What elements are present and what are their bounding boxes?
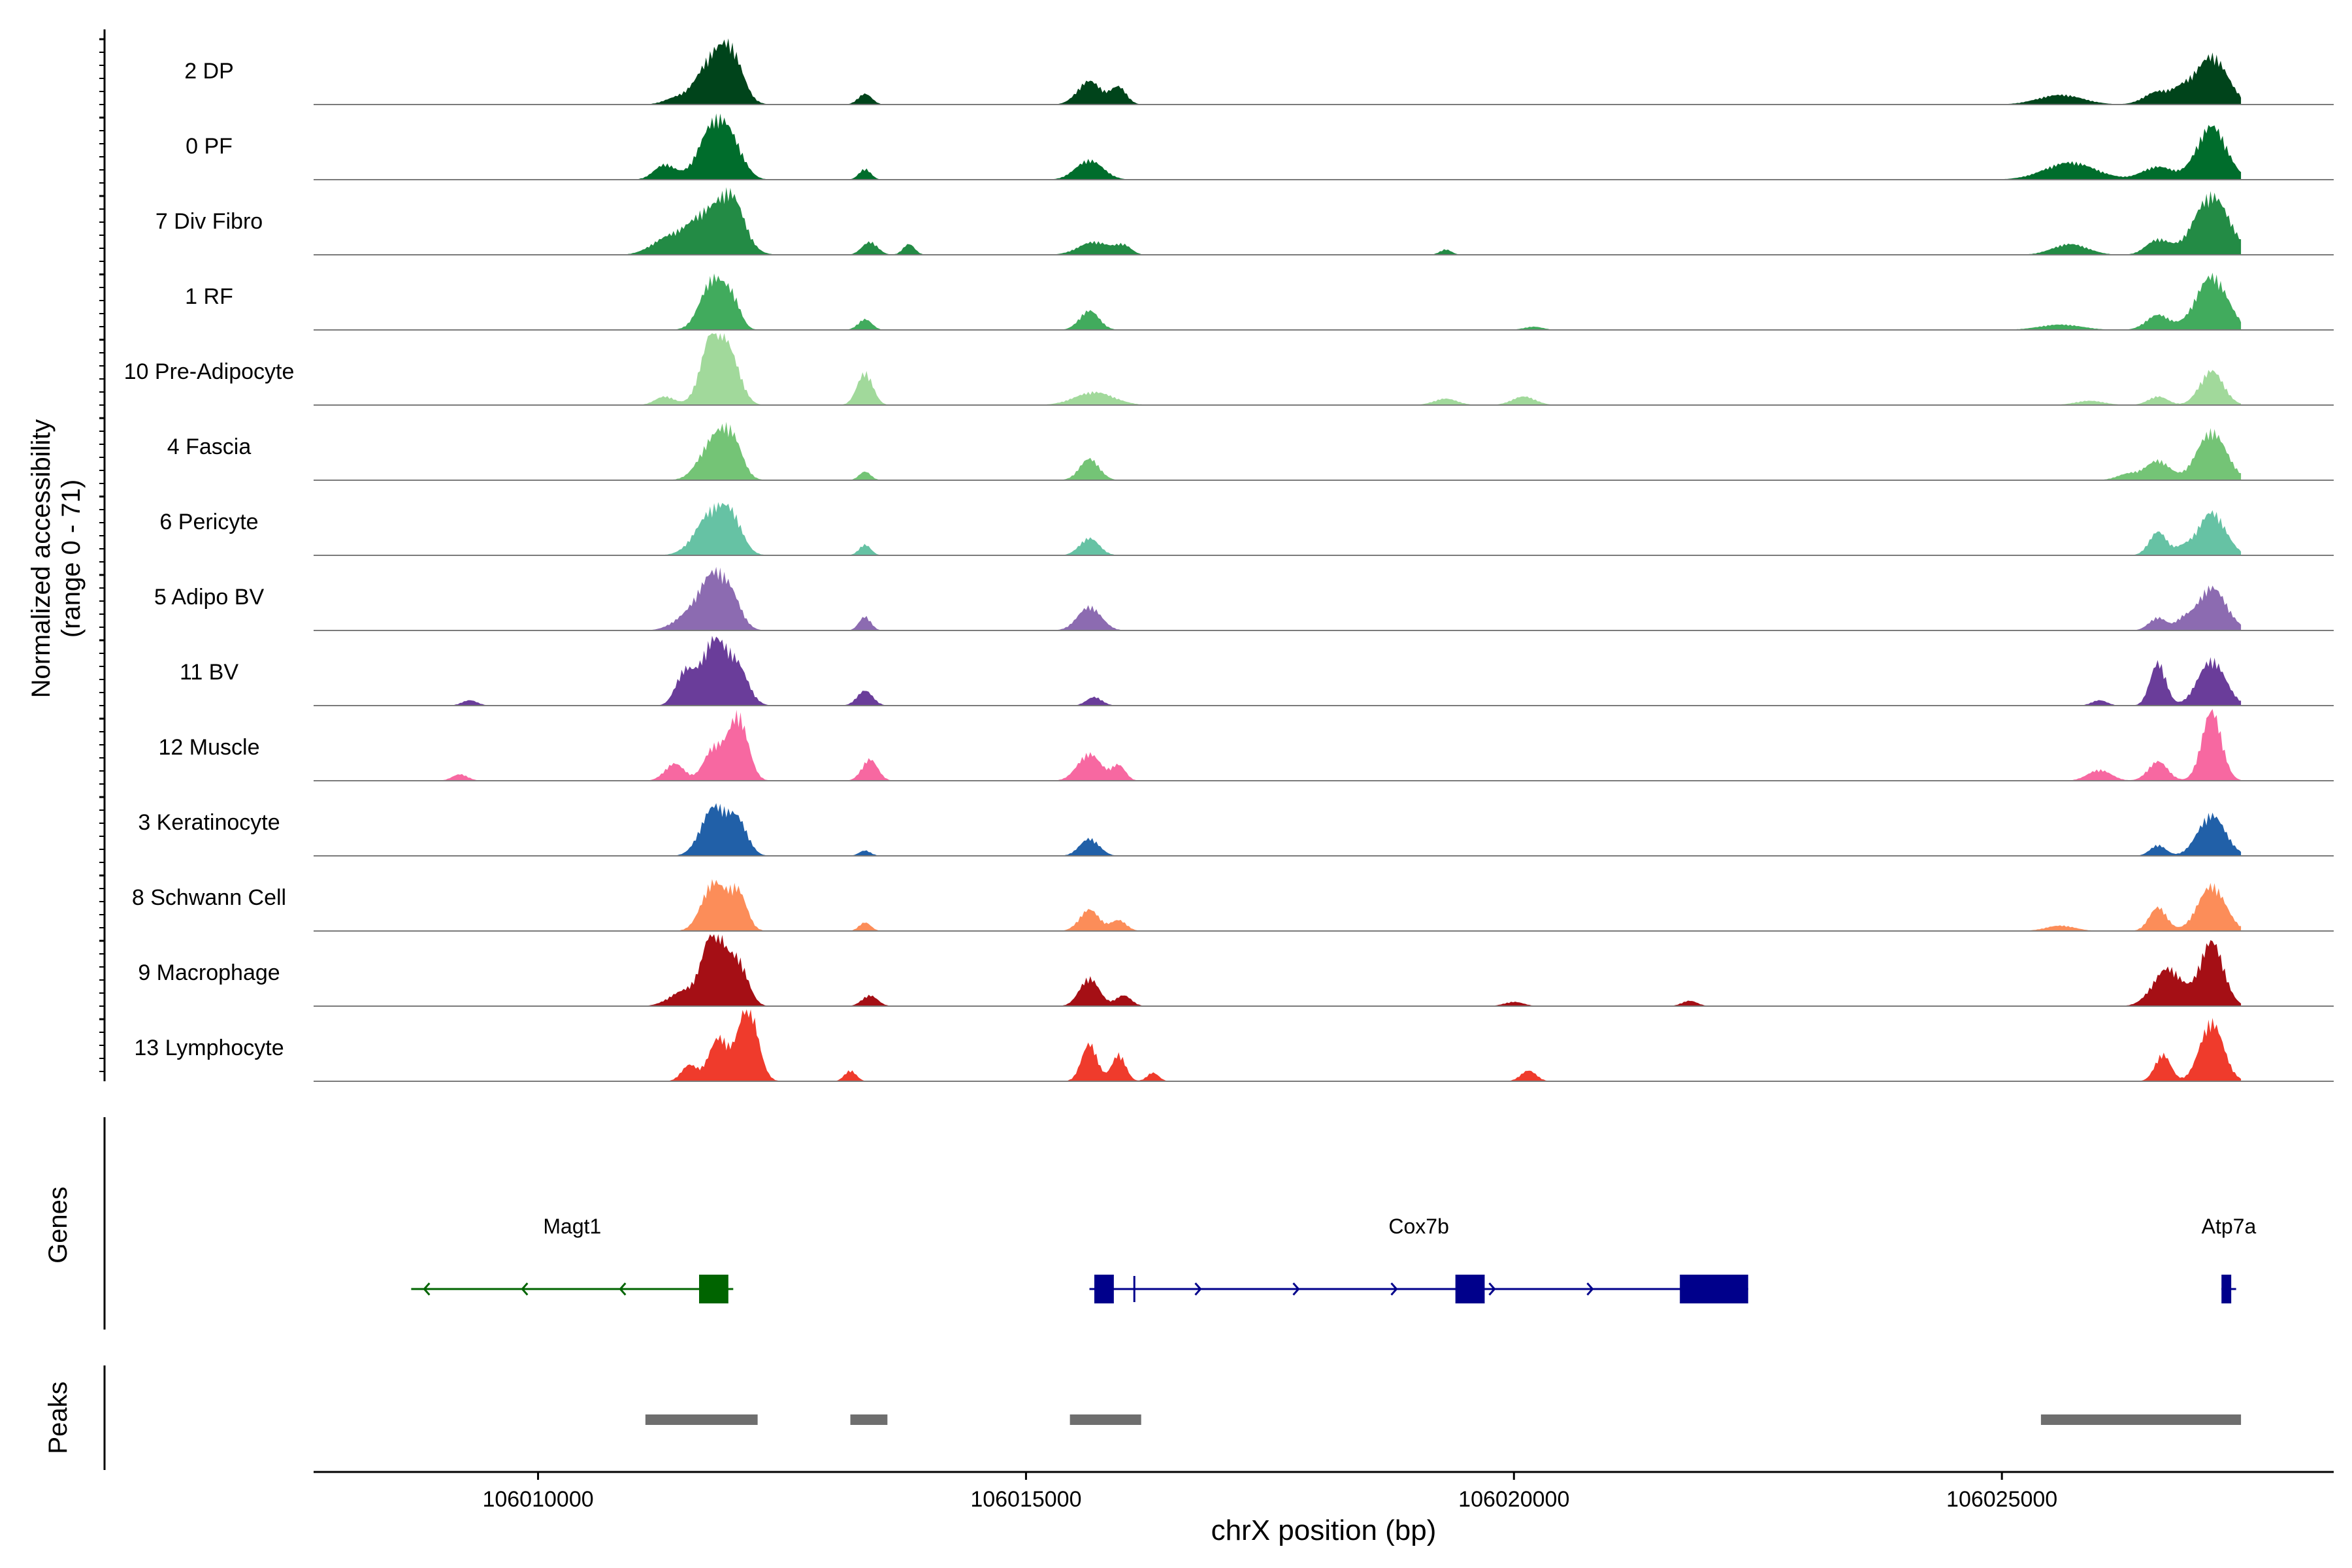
track-label: 0 PF	[186, 134, 233, 159]
track-7-div-fibro: 7 Div Fibro	[155, 187, 2334, 255]
strand-arrow	[1390, 1282, 1398, 1296]
track-label: 4 Fascia	[167, 434, 252, 459]
y-axis-title-line1: Normalized accessibility	[27, 419, 56, 698]
gene-exon	[699, 1275, 728, 1303]
track-label: 3 Keratinocyte	[138, 810, 280, 835]
peak-region	[2040, 1414, 2242, 1425]
strand-arrow	[619, 1282, 627, 1296]
peaks-panel-label: Peaks	[44, 1381, 73, 1454]
track-6-pericyte: 6 Pericyte	[159, 502, 2334, 556]
track-12-muscle: 12 Muscle	[159, 709, 2334, 781]
track-0-pf: 0 PF	[186, 113, 2334, 180]
track-area	[411, 709, 2242, 781]
coverage-tracks: 2 DP 0 PF 7 Div Fibro 1 RF 10 Pre-Adipocyte 4…	[124, 38, 2334, 1082]
track-9-macrophage: 9 Macrophage	[138, 934, 2334, 1007]
strand-arrow	[521, 1282, 529, 1296]
track-10-pre-adipocyte: 10 Pre-Adipocyte	[124, 333, 2334, 406]
gene-annotation-panel: Magt1 Cox7b Atp7a	[411, 1215, 2256, 1303]
gene-exon	[1094, 1275, 1114, 1303]
genes-panel-label: Genes	[44, 1186, 73, 1264]
strand-arrow	[1586, 1282, 1594, 1296]
x-tick-label: 106025000	[1946, 1487, 2057, 1512]
gene-cox7b: Cox7b	[1089, 1215, 1748, 1303]
y-axis-title-line2: (range 0 - 71)	[57, 480, 86, 638]
gene-label: Atp7a	[2202, 1215, 2257, 1238]
strand-arrow	[1194, 1282, 1202, 1296]
track-label: 1 RF	[185, 284, 233, 309]
strand-arrow	[1292, 1282, 1300, 1296]
track-11-bv: 11 BV	[180, 636, 2334, 706]
coverage-y-ticks	[99, 38, 105, 1072]
track-area	[411, 38, 2242, 105]
gene-label: Magt1	[543, 1215, 601, 1238]
strand-arrow	[423, 1282, 431, 1296]
gene-magt1: Magt1	[411, 1215, 734, 1303]
x-axis-title: chrX position (bp)	[1211, 1514, 1437, 1546]
peak-region	[1070, 1414, 1141, 1425]
x-axis-ticks: 106010000 106015000 106020000 106025000	[482, 1472, 2057, 1512]
track-1-rf: 1 RF	[185, 272, 2334, 331]
gene-label: Cox7b	[1388, 1215, 1449, 1238]
track-label: 11 BV	[180, 660, 238, 685]
x-tick-label: 106015000	[970, 1487, 1081, 1512]
gene-exon	[2221, 1275, 2232, 1303]
track-label: 10 Pre-Adipocyte	[124, 359, 295, 384]
track-label: 6 Pericyte	[159, 510, 258, 534]
strand-arrow	[1488, 1282, 1496, 1296]
x-tick-label: 106010000	[482, 1487, 593, 1512]
track-8-schwann-cell: 8 Schwann Cell	[132, 879, 2334, 932]
gene-atp7a: Atp7a	[2202, 1215, 2257, 1303]
gene-exon	[1455, 1275, 1485, 1303]
peak-region	[645, 1414, 758, 1425]
track-area	[411, 333, 2242, 405]
track-2-dp: 2 DP	[184, 38, 2334, 105]
peak-region	[850, 1414, 888, 1425]
peaks-panel	[645, 1414, 2242, 1425]
track-area	[411, 113, 2242, 180]
x-tick-label: 106020000	[1458, 1487, 1569, 1512]
track-13-lymphocyte: 13 Lymphocyte	[134, 1009, 2334, 1082]
gene-exon	[1680, 1275, 1748, 1303]
track-label: 2 DP	[184, 59, 234, 84]
track-label: 12 Muscle	[159, 735, 260, 760]
track-label: 7 Div Fibro	[155, 209, 263, 234]
track-3-keratinocyte: 3 Keratinocyte	[138, 803, 2334, 857]
track-label: 8 Schwann Cell	[132, 885, 286, 910]
track-label: 13 Lymphocyte	[134, 1036, 284, 1060]
track-area	[411, 187, 2242, 255]
gene-exon	[1133, 1276, 1135, 1302]
track-label: 5 Adipo BV	[154, 585, 265, 610]
track-label: 9 Macrophage	[138, 960, 280, 985]
track-4-fascia: 4 Fascia	[167, 421, 2334, 481]
track-5-adipo-bv: 5 Adipo BV	[154, 566, 2334, 631]
